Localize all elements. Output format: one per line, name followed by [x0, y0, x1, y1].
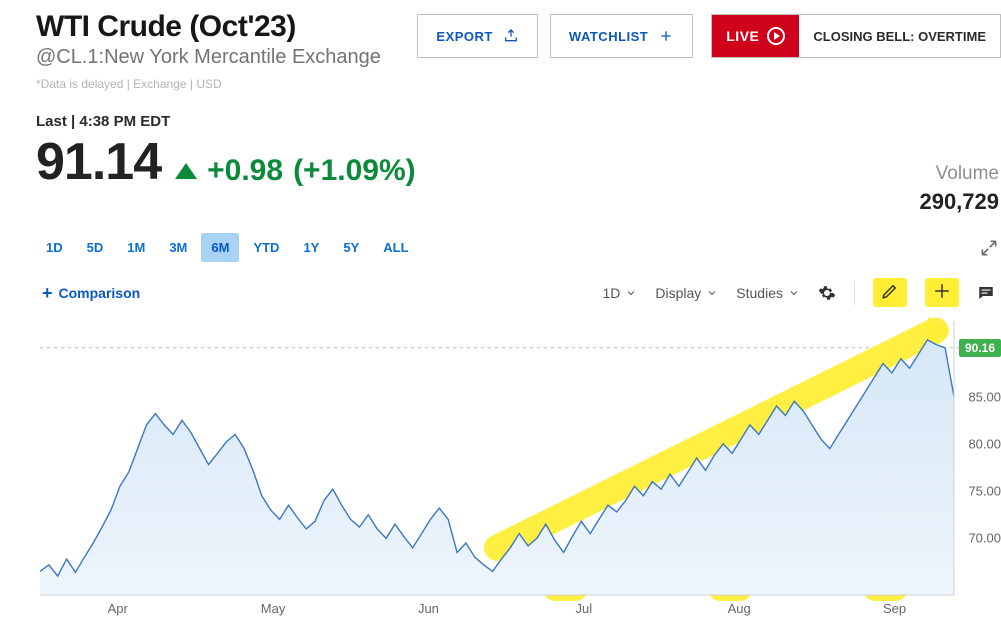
- title-block: WTI Crude (Oct'23) @CL.1:New York Mercan…: [36, 10, 417, 91]
- price-change: +0.98 (+1.09%): [175, 154, 416, 188]
- range-1m[interactable]: 1M: [117, 233, 155, 262]
- toolbar-right: 1D Display Studies: [602, 278, 1001, 307]
- range-ytd[interactable]: YTD: [243, 233, 289, 262]
- y-axis-tick: 70.00: [968, 531, 1001, 546]
- watchlist-label: WATCHLIST: [569, 29, 648, 44]
- studies-select[interactable]: Studies: [736, 285, 800, 301]
- x-axis-label: May: [261, 601, 286, 627]
- range-tabs: 1D5D1M3M6MYTD1Y5YALL: [36, 233, 419, 262]
- export-icon: [503, 28, 519, 44]
- y-axis-tick: 85.00: [968, 389, 1001, 404]
- comparison-button[interactable]: + Comparison: [42, 284, 140, 302]
- plus-icon: +: [42, 284, 53, 302]
- display-label: Display: [655, 285, 701, 301]
- instrument-subtitle: @CL.1:New York Mercantile Exchange: [36, 46, 417, 69]
- crosshair-icon: [933, 282, 951, 300]
- chevron-down-icon: [625, 287, 637, 299]
- comparison-label: Comparison: [59, 285, 141, 301]
- chart-toolbar: + Comparison 1D Display Studies: [36, 272, 1001, 313]
- export-label: EXPORT: [436, 29, 492, 44]
- live-status-text: CLOSING BELL: OVERTIME: [799, 29, 1000, 44]
- range-1d[interactable]: 1D: [36, 233, 73, 262]
- plus-icon: [658, 28, 674, 44]
- range-5d[interactable]: 5D: [77, 233, 114, 262]
- volume-block: Volume 290,729: [919, 163, 1001, 215]
- live-chip: LIVE: [712, 15, 799, 57]
- x-axis-label: Jun: [418, 601, 439, 627]
- studies-label: Studies: [736, 285, 783, 301]
- volume-label: Volume: [919, 163, 999, 185]
- pencil-icon: [881, 282, 899, 300]
- expand-icon[interactable]: [979, 238, 999, 258]
- range-3m[interactable]: 3M: [159, 233, 197, 262]
- y-axis-tick: 75.00: [968, 484, 1001, 499]
- change-arrow-icon: [175, 163, 197, 179]
- range-all[interactable]: ALL: [373, 233, 418, 262]
- quote-timestamp: Last | 4:38 PM EDT: [36, 113, 1001, 130]
- interval-select[interactable]: 1D: [602, 285, 637, 301]
- export-button[interactable]: EXPORT: [417, 14, 537, 58]
- draw-tool-highlighted[interactable]: [873, 278, 907, 307]
- comment-icon[interactable]: [977, 284, 995, 302]
- x-axis-label: Apr: [108, 601, 128, 627]
- change-percent: (+1.09%): [293, 154, 416, 188]
- range-1y[interactable]: 1Y: [293, 233, 329, 262]
- gear-icon[interactable]: [818, 284, 836, 302]
- quote-row: 91.14 +0.98 (+1.09%) Volume 290,729: [36, 132, 1001, 215]
- x-axis-label: Sep: [883, 601, 906, 627]
- live-status-bar[interactable]: LIVE CLOSING BELL: OVERTIME: [711, 14, 1001, 58]
- toolbar-divider: [854, 281, 855, 305]
- header-row: WTI Crude (Oct'23) @CL.1:New York Mercan…: [36, 10, 1001, 91]
- chevron-down-icon: [706, 287, 718, 299]
- volume-value: 290,729: [919, 189, 999, 215]
- x-axis-label: Jul: [576, 601, 593, 627]
- interval-label: 1D: [602, 285, 620, 301]
- x-axis-label: Aug: [728, 601, 751, 627]
- range-6m[interactable]: 6M: [201, 233, 239, 262]
- chevron-down-icon: [788, 287, 800, 299]
- range-row: 1D5D1M3M6MYTD1Y5YALL: [36, 233, 1001, 262]
- page-root: WTI Crude (Oct'23) @CL.1:New York Mercan…: [0, 0, 1001, 611]
- quote-left: 91.14 +0.98 (+1.09%): [36, 132, 416, 192]
- instrument-title: WTI Crude (Oct'23): [36, 10, 417, 44]
- live-label: LIVE: [726, 28, 759, 44]
- header-actions: EXPORT WATCHLIST LIVE CLOSING BELL: OVER…: [417, 14, 1001, 58]
- play-icon: [767, 27, 785, 45]
- data-disclaimer: *Data is delayed | Exchange | USD: [36, 77, 417, 91]
- watchlist-button[interactable]: WATCHLIST: [550, 14, 693, 58]
- range-5y[interactable]: 5Y: [333, 233, 369, 262]
- display-select[interactable]: Display: [655, 285, 718, 301]
- current-price-tag: 90.16: [959, 339, 1001, 357]
- y-axis-tick: 80.00: [968, 436, 1001, 451]
- change-absolute: +0.98: [207, 154, 283, 188]
- last-price: 91.14: [36, 132, 161, 192]
- price-chart[interactable]: 70.0075.0080.0085.0090.0090.16AprMayJunJ…: [36, 315, 1001, 625]
- crosshair-tool-highlighted[interactable]: [925, 278, 959, 307]
